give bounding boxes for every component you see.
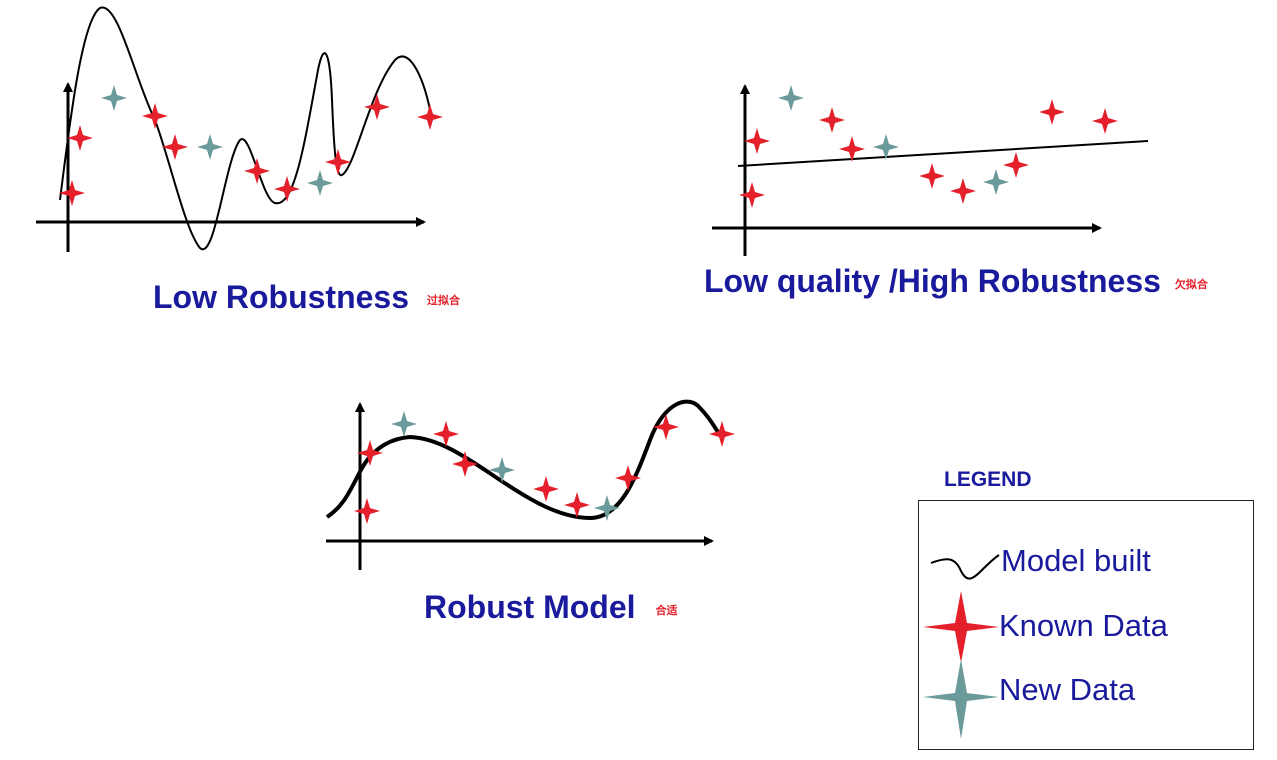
new-data-marker	[101, 85, 127, 111]
known-data-marker	[1092, 108, 1118, 134]
caption-text: Low Robustness	[153, 279, 410, 315]
known-data-marker	[839, 136, 865, 162]
overfit-plot	[36, 6, 443, 252]
known-data-marker	[615, 465, 641, 491]
model-line	[737, 140, 1149, 167]
known-data-marker	[819, 107, 845, 133]
underfit-tag: 欠拟合	[1174, 277, 1208, 291]
known-data-marker	[564, 492, 590, 518]
known-data-marker	[1039, 99, 1065, 125]
underfit-plot	[712, 84, 1149, 256]
new-data-marker	[307, 170, 333, 196]
known-data-marker	[1003, 152, 1029, 178]
known-data-marker	[354, 498, 380, 524]
known-data-marker	[142, 103, 168, 129]
known-data-marker	[274, 176, 300, 202]
legend-box: Model built Known Data New Data	[918, 500, 1254, 750]
known-data-marker	[533, 476, 559, 502]
model-curve	[325, 399, 720, 521]
known-data-marker	[744, 128, 770, 154]
legend-label-model: Model built	[1001, 543, 1151, 578]
known-data-marker	[59, 180, 85, 206]
new-data-marker	[391, 411, 417, 437]
overfit-tag: 过拟合	[427, 293, 461, 307]
red-star-icon	[923, 591, 999, 663]
robust-caption: Robust Model 合适	[424, 589, 678, 626]
known-data-marker	[364, 94, 390, 120]
new-data-marker	[594, 495, 620, 521]
caption-text: Low quality /High Robustness	[704, 263, 1161, 299]
known-data-marker	[950, 178, 976, 204]
robust-plot	[325, 399, 735, 570]
robust-tag: 合适	[655, 603, 678, 617]
new-data-marker	[197, 134, 223, 160]
new-data-marker	[778, 85, 804, 111]
new-data-marker	[983, 169, 1009, 195]
known-data-marker	[325, 149, 351, 175]
teal-star-icon	[923, 659, 999, 739]
overfit-caption: Low Robustness 过拟合	[153, 279, 460, 316]
underfit-caption: Low quality /High Robustness 欠拟合	[704, 263, 1208, 300]
known-data-marker	[919, 163, 945, 189]
known-data-marker	[653, 414, 679, 440]
legend-title: LEGEND	[944, 468, 1032, 491]
known-data-marker	[739, 182, 765, 208]
known-data-marker	[433, 421, 459, 447]
legend-label-known: Known Data	[999, 608, 1168, 643]
curve-icon	[930, 554, 1000, 580]
new-data-marker	[873, 134, 899, 160]
caption-text: Robust Model	[424, 589, 636, 625]
known-data-marker	[67, 125, 93, 151]
known-data-marker	[452, 451, 478, 477]
known-data-marker	[244, 158, 270, 184]
model-curve	[59, 6, 433, 251]
new-data-marker	[489, 457, 515, 483]
known-data-marker	[162, 134, 188, 160]
known-data-marker	[709, 421, 735, 447]
legend-label-new: New Data	[999, 672, 1136, 707]
known-data-marker	[417, 104, 443, 130]
known-data-marker	[357, 440, 383, 466]
